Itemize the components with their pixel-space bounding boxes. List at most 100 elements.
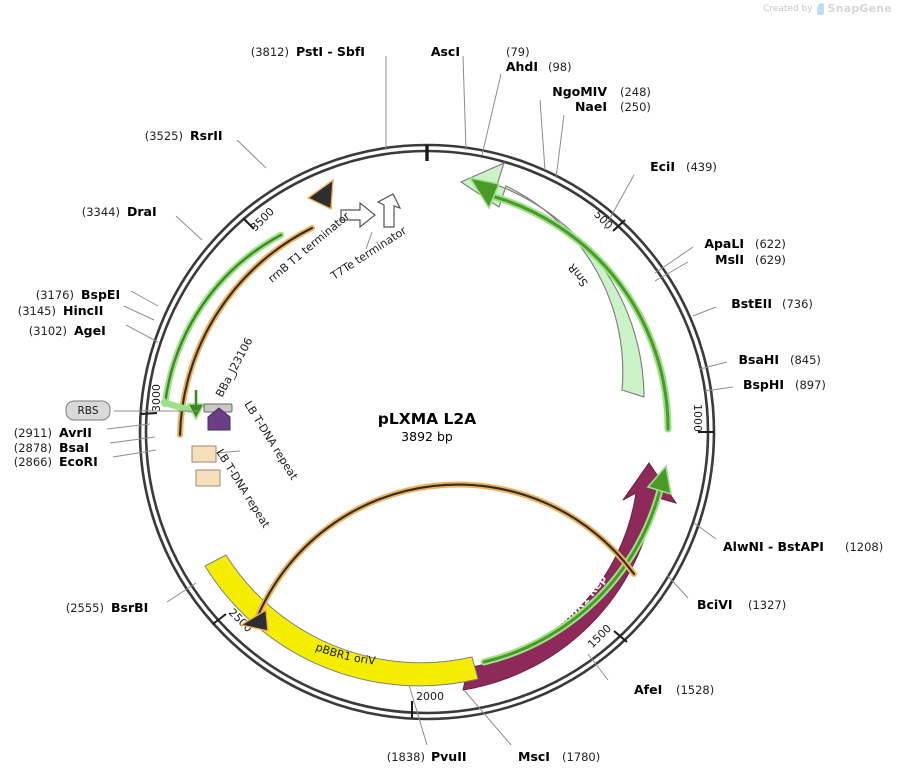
- site-position: (3812): [251, 45, 289, 59]
- site-label-psti-sbfi[interactable]: (3812) PstI - SbfI: [251, 44, 365, 59]
- site-label-msci[interactable]: MscI (1780): [518, 749, 600, 764]
- site-position: (629): [755, 253, 786, 267]
- terminator-arc-upper-left: [177, 178, 334, 438]
- site-name: PvuII: [431, 749, 467, 764]
- lb-repeat-leader: [215, 450, 241, 454]
- site-position: (3525): [145, 129, 183, 143]
- site-position: (3344): [82, 205, 120, 219]
- site-name: AscI: [431, 44, 460, 59]
- site-position: (250): [620, 100, 651, 114]
- site-name: BspEI: [81, 287, 120, 302]
- site-position: (2911): [14, 426, 52, 440]
- site-position: (1528): [676, 683, 714, 697]
- promoter-pbbr1-rep: [480, 464, 673, 666]
- site-name: AhdI: [506, 59, 538, 74]
- site-position: (98): [548, 60, 572, 74]
- site-name: BsaI: [59, 440, 89, 455]
- rbs-label: RBS: [78, 405, 99, 417]
- site-label-rsrii[interactable]: (3525) RsrII: [145, 128, 223, 143]
- site-position: (3145): [18, 304, 56, 318]
- site-name: AfeI: [634, 682, 662, 697]
- site-position: (3102): [29, 324, 67, 338]
- site-label-afei[interactable]: AfeI (1528): [634, 682, 714, 697]
- site-position: (1838): [387, 750, 425, 764]
- site-position: (622): [755, 237, 786, 251]
- site-label-ngomiv[interactable]: NgoMIV (248): [552, 84, 651, 99]
- site-position: (248): [620, 85, 651, 99]
- site-position: (897): [795, 378, 826, 392]
- site-position: (845): [790, 353, 821, 367]
- plasmid-center-label: pLXMA L2A 3892 bp: [378, 410, 476, 444]
- feature-label: BBa_J23106: [213, 335, 255, 399]
- site-label-bsahi[interactable]: BsaHI (845): [738, 352, 820, 367]
- site-name: AvrII: [59, 425, 92, 440]
- feature-label: T7Te terminator: [328, 224, 410, 283]
- site-name: AgeI: [74, 323, 106, 338]
- site-label-ecori[interactable]: (2866) EcoRI: [14, 454, 98, 469]
- site-label-bsphi[interactable]: BspHI (897): [743, 377, 826, 392]
- site-name: MscI: [518, 749, 550, 764]
- tick-3500: 3500: [242, 205, 277, 234]
- site-label-hincii[interactable]: (3145) HincII: [18, 303, 104, 318]
- tick-2000: 2000: [411, 690, 444, 718]
- site-name: EcoRI: [59, 454, 98, 469]
- site-name: EciI: [650, 159, 675, 174]
- site-name: BciVI: [697, 597, 733, 612]
- site-label-alwni-bstapi[interactable]: AlwNI - BstAPI (1208): [723, 539, 883, 554]
- feature-lb-tdna-repeat-2[interactable]: [195, 469, 221, 487]
- site-label-agei[interactable]: (3102) AgeI: [29, 323, 106, 338]
- site-position: (2555): [66, 601, 104, 615]
- site-name: BspHI: [743, 377, 784, 392]
- plasmid-size: 3892 bp: [401, 429, 453, 444]
- site-label-bstell[interactable]: BstEII (736): [731, 296, 813, 311]
- feature-label-lb1: LB T-DNA repeat: [241, 399, 300, 483]
- site-label-drai[interactable]: (3344) DraI: [82, 204, 157, 219]
- site-position: (439): [686, 160, 717, 174]
- site-position: (1780): [562, 750, 600, 764]
- site-label-ecii[interactable]: EciI (439): [650, 159, 717, 174]
- site-label-bcivi[interactable]: BciVI (1327): [697, 597, 786, 612]
- site-label-msli[interactable]: MslI (629): [715, 252, 786, 267]
- site-name: DraI: [127, 204, 157, 219]
- feature-t7te-terminator[interactable]: T7Te terminator: [328, 193, 410, 283]
- site-name: BsaHI: [738, 352, 779, 367]
- tick-1000: 1000: [691, 404, 714, 433]
- site-name: ApaLI: [704, 236, 744, 251]
- tick-3000: 3000: [140, 384, 163, 415]
- site-label-apali[interactable]: ApaLI (622): [704, 236, 786, 251]
- site-label-bsai[interactable]: (2878) BsaI: [14, 440, 89, 455]
- promoter-smr: [468, 176, 672, 433]
- site-name: HincII: [63, 303, 103, 318]
- site-name: MslI: [715, 252, 744, 267]
- site-name: NaeI: [575, 99, 607, 114]
- site-position: (1208): [845, 540, 883, 554]
- watermark-prefix: Created by: [763, 3, 813, 14]
- snapgene-leaf-icon: [816, 2, 824, 15]
- tick-label: 2000: [416, 690, 444, 703]
- site-label-bsrbi[interactable]: (2555) BsrBI: [66, 600, 149, 615]
- site-label-pvuii[interactable]: (1838) PvuII: [387, 749, 467, 764]
- watermark-brand: SnapGene: [827, 2, 892, 15]
- site-label-ahdi[interactable]: AhdI (98): [506, 59, 572, 74]
- site-position: (79): [506, 45, 530, 59]
- promoter-upper-left: [161, 231, 285, 408]
- site-position: (736): [782, 297, 813, 311]
- site-name: AlwNI - BstAPI: [723, 539, 824, 554]
- feature-lb-tdna-repeat-1[interactable]: [191, 445, 217, 463]
- site-label-bspei[interactable]: (3176) BspEI: [36, 287, 120, 302]
- site-label-naei[interactable]: NaeI (250): [575, 99, 651, 114]
- site-position: (2866): [14, 455, 52, 469]
- feature-label: SmR: [565, 261, 591, 289]
- site-name: RsrII: [190, 128, 223, 143]
- snapgene-watermark: Created by SnapGene: [763, 2, 892, 15]
- rbs-callout[interactable]: RBS: [65, 400, 111, 421]
- page-title: pLXMA L2A: [378, 410, 476, 428]
- site-position: (3176): [36, 288, 74, 302]
- site-name: BsrBI: [111, 600, 148, 615]
- tick-label: 3500: [248, 205, 277, 234]
- site-label-asci[interactable]: AscI (79): [431, 44, 530, 59]
- site-label-avrii[interactable]: (2911) AvrII: [14, 425, 92, 440]
- site-position: (1327): [748, 598, 786, 612]
- tick-label: 1000: [691, 404, 704, 432]
